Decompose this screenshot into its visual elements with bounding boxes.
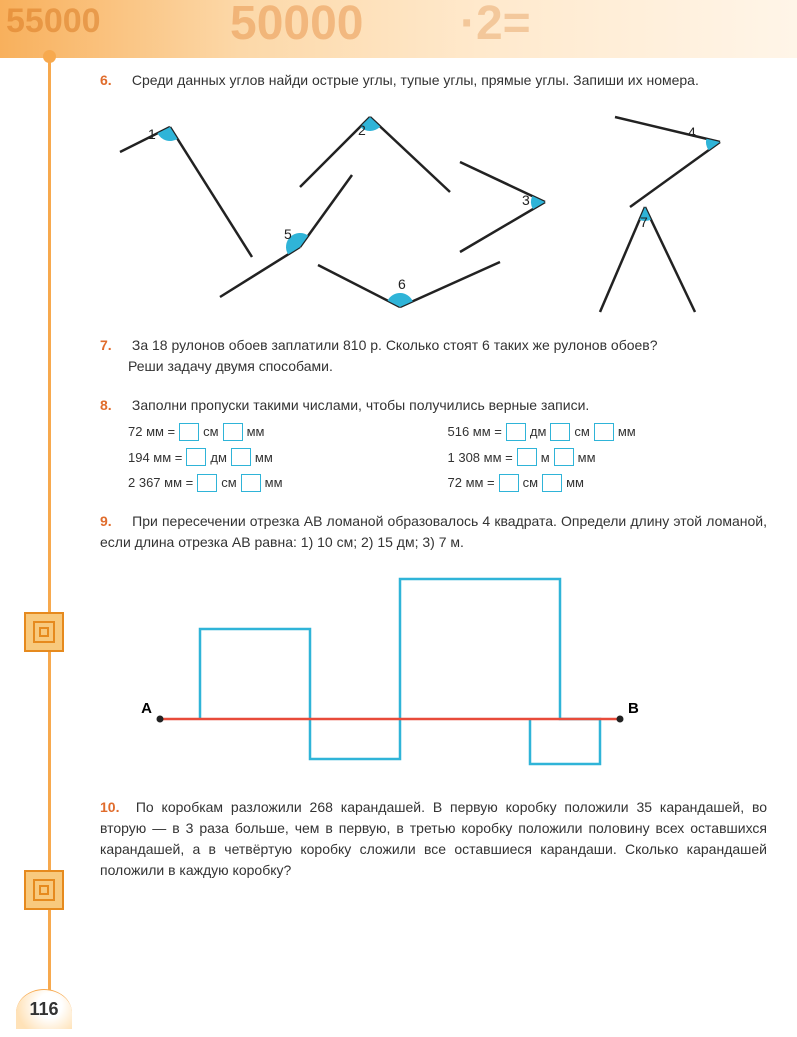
task-text: За 18 рулонов обоев заплатили 810 р. Ско… [132,337,658,353]
page-header-deco: 55000 50000 ·2= [0,0,797,58]
blank-box[interactable] [499,474,519,492]
unit: мм [566,473,584,493]
task-text-2: Реши задачу двумя способами. [128,356,333,377]
blank-box[interactable] [197,474,217,492]
task-8: 8. Заполни пропуски такими числами, чтоб… [100,395,767,493]
task-number: 9. [100,511,128,532]
content-area: 6. Среди данных углов найди острые углы,… [100,70,767,899]
svg-text:В: В [628,700,639,717]
fill-rows-container: 72 мм =сммм516 мм =дмсммм194 мм =дммм1 3… [100,422,767,493]
blank-box[interactable] [179,423,199,441]
unit: дм [210,448,227,468]
unit: мм [578,448,596,468]
value: 2 367 мм = [128,473,193,493]
page-number: 116 [16,989,72,1029]
value: 72 мм = [128,422,175,442]
svg-text:6: 6 [398,276,406,292]
blank-box[interactable] [517,448,537,466]
value: 72 мм = [448,473,495,493]
blank-box[interactable] [186,448,206,466]
header-num-2: 50000 [230,0,363,51]
svg-text:3: 3 [522,192,530,208]
unit: см [574,422,589,442]
unit: мм [618,422,636,442]
value: 194 мм = [128,448,182,468]
svg-text:2: 2 [358,122,366,138]
svg-text:А: А [141,700,152,717]
fill-row: 72 мм = см мм 516 мм = дм см мм [128,422,767,442]
svg-text:5: 5 [284,226,292,242]
task-number: 7. [100,335,128,356]
angles-diagram: 1 2 3 4 5 6 7 [100,97,740,317]
margin-ornament-2 [24,870,64,910]
fill-col: 1 308 мм =ммм [448,448,768,468]
blank-box[interactable] [241,474,261,492]
svg-text:7: 7 [640,214,648,230]
fill-row: 2 367 мм = см мм 72 мм = см мм [128,473,767,493]
task-text: Заполни пропуски такими числами, чтобы п… [132,397,589,413]
side-rail [48,58,51,997]
blank-box[interactable] [223,423,243,441]
task-10: 10. По коробкам разложили 268 карандашей… [100,797,767,881]
blank-box[interactable] [506,423,526,441]
unit: см [523,473,538,493]
task-number: 10. [100,797,128,818]
fill-col: 72 мм = см мм [128,422,448,442]
fill-col: 516 мм = дм см мм [448,422,768,442]
task-number: 8. [100,395,128,416]
unit: см [221,473,236,493]
polyline-diagram: АВ [100,559,660,779]
unit: м [541,448,550,468]
unit: мм [247,422,265,442]
blank-box[interactable] [231,448,251,466]
fill-col: 194 мм = дм мм [128,448,448,468]
task-number: 6. [100,70,128,91]
unit: см [203,422,218,442]
blank-box[interactable] [594,423,614,441]
unit: дм [530,422,547,442]
header-mult: ·2= [460,0,531,51]
fill-col: 2 367 мм = см мм [128,473,448,493]
blank-box[interactable] [554,448,574,466]
task-6: 6. Среди данных углов найди острые углы,… [100,70,767,317]
margin-ornament-1 [24,612,64,652]
value: 516 мм = [448,422,502,442]
task-text: По коробкам разложили 268 карандашей. В … [100,799,767,878]
value: 1 308 мм = [448,448,513,468]
unit: мм [265,473,283,493]
unit: мм [255,448,273,468]
blank-box[interactable] [550,423,570,441]
svg-text:4: 4 [688,124,696,140]
task-text: При пересечении отрезка АВ ломаной образ… [100,513,767,550]
fill-row: 194 мм =дммм1 308 мм =ммм [128,448,767,468]
header-num-1: 55000 [6,2,101,41]
task-7: 7. За 18 рулонов обоев заплатили 810 р. … [100,335,767,377]
task-text: Среди данных углов найди острые углы, ту… [132,72,699,88]
blank-box[interactable] [542,474,562,492]
task-9: 9. При пересечении отрезка АВ ломаной об… [100,511,767,779]
fill-col: 72 мм = см мм [448,473,768,493]
svg-text:1: 1 [148,126,156,142]
